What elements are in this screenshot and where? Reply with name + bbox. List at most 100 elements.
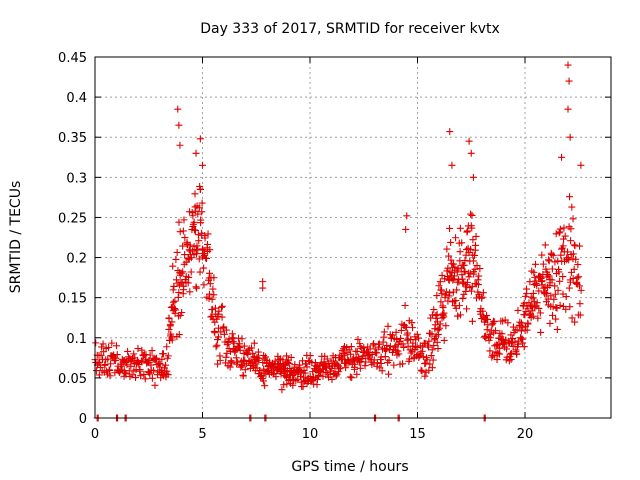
data-point — [113, 351, 121, 359]
data-point — [472, 232, 480, 240]
data-point — [236, 346, 244, 354]
data-point — [137, 357, 145, 365]
data-point — [425, 337, 433, 345]
data-point — [112, 342, 120, 350]
data-point — [201, 234, 209, 242]
data-point — [346, 373, 354, 381]
data-point — [552, 315, 560, 323]
data-point — [177, 269, 185, 277]
data-point — [108, 339, 116, 347]
data-point — [560, 235, 568, 243]
data-point — [397, 326, 405, 334]
data-point — [407, 349, 415, 357]
data-point — [570, 241, 578, 249]
data-point — [552, 304, 560, 312]
data-point — [559, 242, 567, 250]
data-point — [513, 326, 521, 334]
data-point — [178, 279, 186, 287]
data-point — [453, 268, 461, 276]
data-point — [443, 273, 451, 281]
data-point — [106, 372, 114, 380]
data-point — [380, 328, 388, 336]
data-point — [523, 326, 531, 334]
data-point — [283, 352, 291, 360]
data-point — [443, 245, 451, 253]
x-tick-label: 5 — [198, 427, 206, 442]
data-point — [375, 340, 383, 348]
data-point — [386, 342, 394, 350]
data-point — [172, 276, 180, 284]
data-point — [146, 351, 154, 359]
data-point — [555, 229, 563, 237]
data-point — [577, 161, 585, 169]
data-point — [526, 278, 534, 286]
data-point — [172, 306, 180, 314]
data-point — [486, 334, 494, 342]
data-point — [436, 320, 444, 328]
data-point — [569, 215, 577, 223]
data-point — [189, 212, 197, 220]
data-point — [507, 355, 515, 363]
data-point — [426, 360, 434, 368]
data-point — [513, 350, 521, 358]
data-point — [570, 265, 578, 273]
x-tick-label: 10 — [302, 427, 319, 442]
data-point — [468, 317, 476, 325]
data-point — [245, 358, 253, 366]
data-point — [259, 278, 267, 286]
data-point — [469, 236, 477, 244]
data-point — [118, 362, 126, 370]
data-point — [193, 284, 201, 292]
data-point — [528, 307, 536, 315]
chart-title: Day 333 of 2017, SRMTID for receiver kvt… — [200, 21, 500, 37]
data-point — [565, 284, 573, 292]
data-point — [433, 292, 441, 300]
data-point — [565, 256, 573, 264]
data-point — [442, 322, 450, 330]
data-point — [174, 105, 182, 113]
data-point — [371, 348, 379, 356]
data-point — [218, 302, 226, 310]
data-point — [241, 366, 249, 374]
data-point — [556, 301, 564, 309]
axis-ticks: 0 5 10 15 20 0 0.05 0.1 0.15 0.2 0.25 0.3 0.35 0.4 0.4… — [58, 51, 611, 442]
data-point — [422, 359, 430, 367]
data-point — [208, 312, 216, 320]
data-point — [205, 269, 213, 277]
data-point — [197, 216, 205, 224]
data-point — [404, 329, 412, 337]
data-point — [351, 360, 359, 368]
data-point — [437, 298, 445, 306]
data-point — [165, 314, 173, 322]
data-point — [124, 347, 132, 355]
data-point — [183, 240, 191, 248]
data-point — [456, 311, 464, 319]
data-point — [446, 128, 454, 136]
data-point — [181, 251, 189, 259]
data-point — [543, 289, 551, 297]
data-point — [390, 361, 398, 369]
data-point — [313, 376, 321, 384]
data-point — [239, 372, 247, 380]
data-point — [417, 366, 425, 374]
data-point — [486, 347, 494, 355]
data-point — [248, 344, 256, 352]
data-point — [168, 336, 176, 344]
data-point — [224, 339, 232, 347]
data-point — [408, 319, 416, 327]
data-point — [188, 247, 196, 255]
data-point — [203, 254, 211, 262]
data-point — [556, 277, 564, 285]
data-point — [545, 272, 553, 280]
data-point — [238, 361, 246, 369]
data-point — [456, 224, 464, 232]
data-point — [179, 227, 187, 235]
data-point — [261, 382, 269, 390]
data-point — [521, 311, 529, 319]
data-point — [490, 352, 498, 360]
data-point — [361, 362, 369, 370]
data-point — [266, 358, 274, 366]
data-point — [191, 227, 199, 234]
data-point — [169, 262, 177, 270]
data-point — [490, 318, 498, 326]
